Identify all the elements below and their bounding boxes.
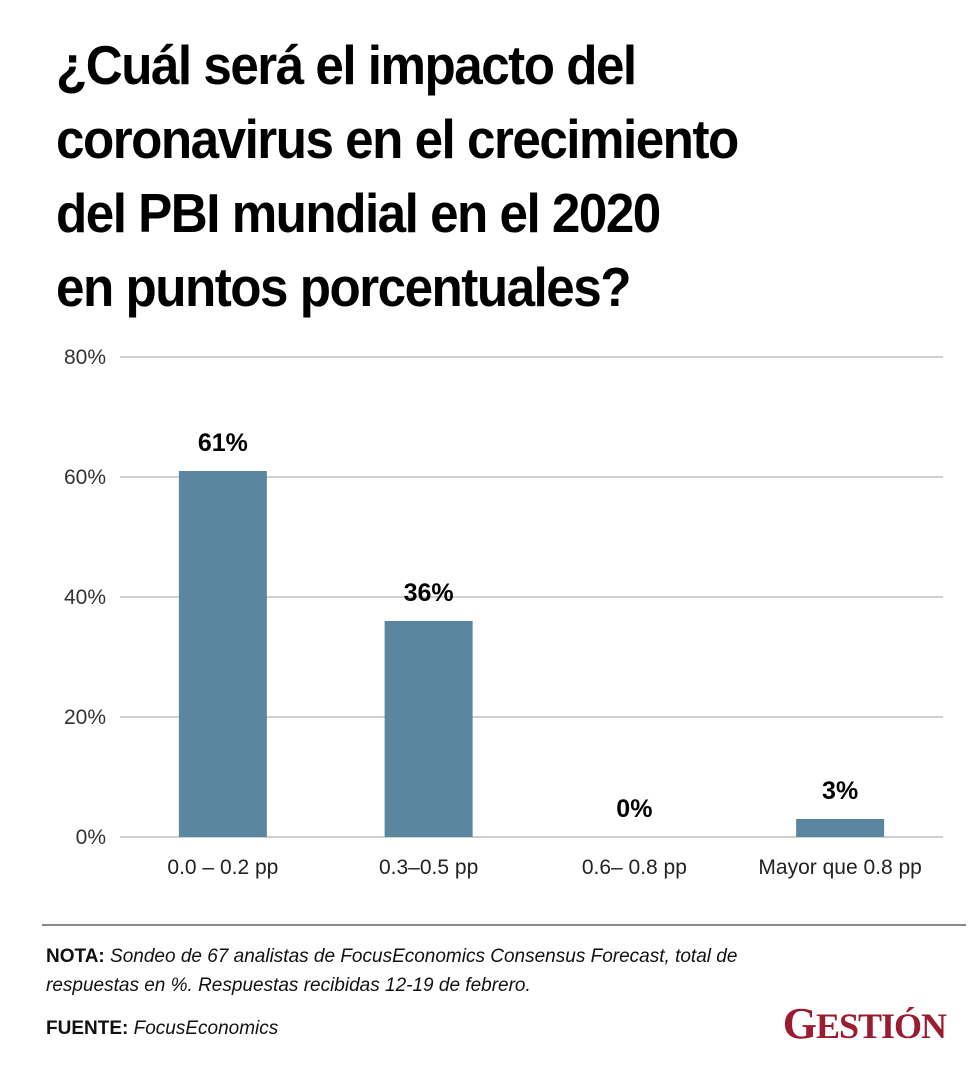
y-tick-label: 80% <box>64 346 106 369</box>
y-axis-labels: 0% 20% 40% 60% 80% <box>64 346 106 849</box>
title-line: coronavirus en el crecimiento <box>56 108 739 170</box>
note: NOTA: Sondeo de 67 analistas de FocusEco… <box>46 942 746 1000</box>
logo-rest: ESTIÓN <box>815 1006 947 1046</box>
x-axis-labels: 0.0 – 0.2 pp 0.3–0.5 pp 0.6– 0.8 pp Mayor q… <box>167 856 921 879</box>
bar <box>796 819 885 837</box>
title-line: ¿Cuál será el impacto del <box>56 34 637 96</box>
gestion-logo: GESTIÓN <box>782 998 947 1049</box>
bars <box>178 471 885 837</box>
x-category-label: Mayor que 0.8 pp <box>758 856 921 879</box>
x-category-label: 0.3–0.5 pp <box>379 856 478 879</box>
logo-initial: G <box>782 999 817 1048</box>
y-tick-label: 20% <box>64 706 106 729</box>
y-tick-label: 0% <box>76 826 106 849</box>
data-label: 61% <box>198 429 248 457</box>
bar-chart: 0%20%40%60%80% 61%36%0%3% 0.0 – 0.2 pp 0.… <box>64 346 943 879</box>
source-label: FUENTE: <box>46 1018 129 1039</box>
bar <box>178 471 267 837</box>
data-label: 3% <box>822 777 858 805</box>
source: FUENTE: FocusEconomics <box>46 1014 278 1043</box>
y-tick-label: 60% <box>64 466 106 489</box>
title-line: del PBI mundial en el 2020 <box>56 182 661 244</box>
note-label: NOTA: <box>46 946 105 967</box>
title-line: en puntos porcentuales? <box>56 256 631 318</box>
x-category-label: 0.6– 0.8 pp <box>582 856 687 879</box>
chart-title: ¿Cuál será el impacto del coronavirus en… <box>56 28 893 324</box>
source-text: FocusEconomics <box>133 1018 279 1039</box>
bar <box>384 621 473 837</box>
data-labels: 61% 36% 0% 3% <box>198 429 858 823</box>
y-tick-label: 40% <box>64 586 106 609</box>
data-label: 0% <box>616 795 652 823</box>
data-label: 36% <box>404 579 454 607</box>
note-text: Sondeo de 67 analistas de FocusEconomics… <box>46 946 738 996</box>
footer-divider <box>42 924 966 926</box>
x-category-label: 0.0 – 0.2 pp <box>167 856 278 879</box>
